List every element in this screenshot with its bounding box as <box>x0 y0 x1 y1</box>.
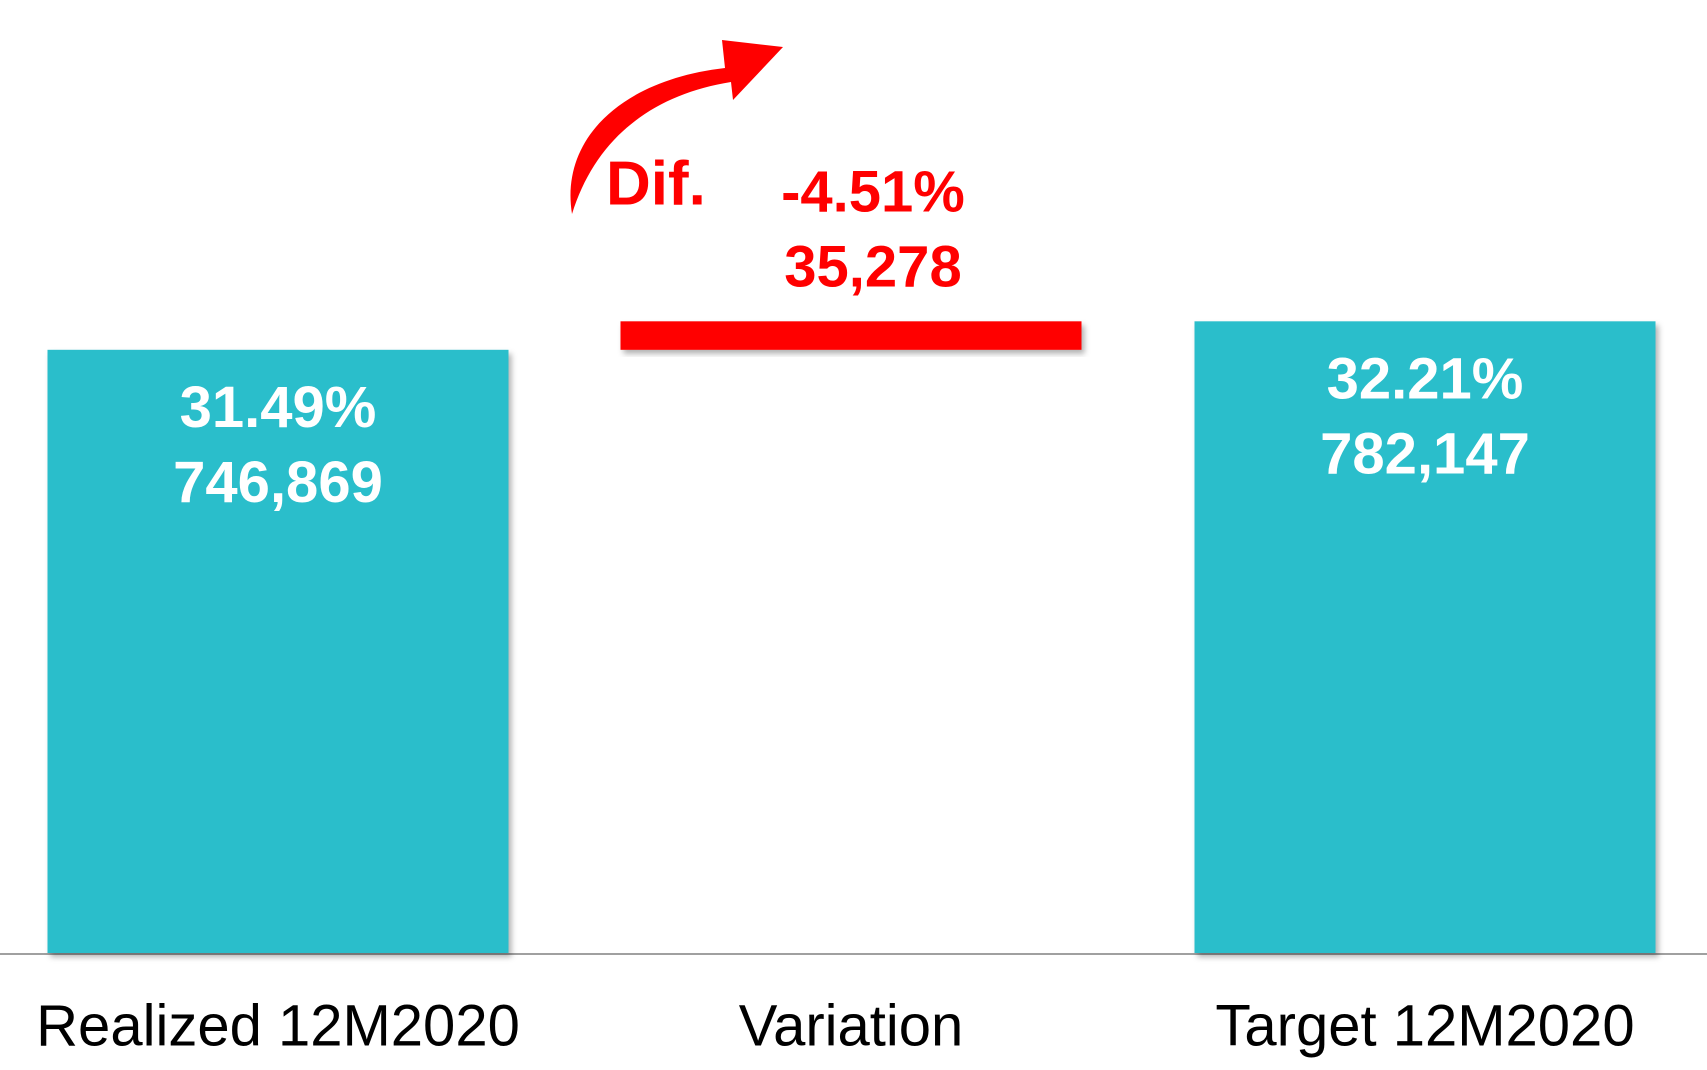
value-label: 782,147 <box>1320 422 1530 487</box>
x-tick-label: Realized 12M2020 <box>36 993 520 1058</box>
percent-label: 32.21% <box>1327 347 1524 412</box>
annotation: Dif. <box>606 149 706 218</box>
x-tick-label: Target 12M2020 <box>1215 993 1634 1058</box>
bar <box>47 349 509 953</box>
bar <box>620 321 1082 350</box>
percent-label: 31.49% <box>180 375 377 440</box>
x-tick-label: Variation <box>739 993 964 1058</box>
arrow <box>570 40 783 214</box>
percent-label: -4.51% <box>781 160 965 225</box>
bar <box>1194 321 1656 953</box>
value-label: 35,278 <box>784 235 961 300</box>
value-label: 746,869 <box>173 450 383 515</box>
